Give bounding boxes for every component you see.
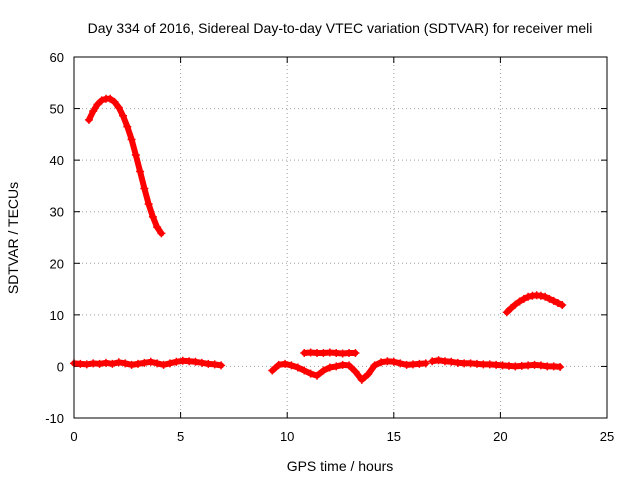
- x-tick-label: 15: [387, 429, 401, 444]
- data-point: [370, 361, 379, 370]
- data-point: [133, 359, 142, 368]
- data-point: [146, 357, 155, 366]
- data-point: [428, 357, 437, 366]
- chart-title: Day 334 of 2016, Sidereal Day-to-day VTE…: [88, 20, 593, 36]
- data-point: [447, 357, 456, 366]
- data-point: [191, 357, 200, 366]
- y-tick-label: 20: [50, 256, 64, 271]
- data-point: [157, 229, 166, 238]
- x-tick-label: 10: [280, 429, 294, 444]
- data-point: [114, 103, 123, 112]
- data-point: [274, 360, 283, 369]
- label-layer: 0 5 10 15 20 25 -10 0 10 20 30 40 50 60: [45, 50, 614, 444]
- data-point: [197, 358, 206, 367]
- data-point: [106, 94, 115, 103]
- data-point: [165, 359, 174, 368]
- data-point: [93, 100, 102, 109]
- data-point: [313, 371, 322, 380]
- data-point: [536, 361, 545, 370]
- data-point: [84, 115, 93, 124]
- y-tick-label: -10: [45, 411, 64, 426]
- data-point: [123, 122, 132, 131]
- data-point: [519, 294, 528, 303]
- data-point: [136, 167, 145, 176]
- data-point: [502, 308, 511, 317]
- data-point: [217, 361, 226, 370]
- data-point: [421, 359, 430, 368]
- data-point: [345, 361, 354, 370]
- data-point: [541, 292, 550, 301]
- y-tick-label: 40: [50, 153, 64, 168]
- data-point: [153, 223, 162, 232]
- data-point: [131, 150, 140, 159]
- data-point: [172, 357, 181, 366]
- data-point: [507, 304, 516, 313]
- data-point: [556, 362, 565, 371]
- data-point: [95, 359, 104, 368]
- data-point: [148, 212, 157, 221]
- data-point: [140, 358, 149, 367]
- x-tick-label: 25: [600, 429, 614, 444]
- y-axis-label: SDTVAR / TECUs: [5, 182, 21, 294]
- data-point: [434, 356, 443, 365]
- data-point: [396, 359, 405, 368]
- data-point: [377, 358, 386, 367]
- data-point: [97, 96, 106, 105]
- data-point: [351, 349, 360, 358]
- data-point: [306, 369, 315, 378]
- data-point: [524, 292, 533, 301]
- data-point: [281, 359, 290, 368]
- data-point: [332, 362, 341, 371]
- data-point: [351, 367, 360, 376]
- x-tick-label: 20: [493, 429, 507, 444]
- data-point: [549, 296, 558, 305]
- x-axis-label: GPS time / hours: [287, 458, 394, 474]
- data-point: [325, 363, 334, 372]
- data-point: [389, 357, 398, 366]
- data-point: [121, 359, 130, 368]
- data-point: [319, 366, 328, 375]
- data-point: [110, 97, 119, 106]
- plot-frame: [73, 56, 608, 419]
- data-point: [364, 370, 373, 379]
- data-point: [108, 359, 117, 368]
- data-point: [210, 360, 219, 369]
- data-point: [82, 360, 91, 369]
- data-point: [300, 366, 309, 375]
- data-point: [127, 135, 136, 144]
- data-point: [119, 111, 128, 120]
- data-point: [144, 199, 153, 208]
- data-point: [357, 375, 366, 384]
- data-point: [127, 360, 136, 369]
- data-point: [101, 358, 110, 367]
- data-point: [553, 298, 562, 307]
- data-point: [293, 363, 302, 372]
- data-point: [545, 294, 554, 303]
- data-point: [153, 359, 162, 368]
- y-tick-label: 10: [50, 308, 64, 323]
- x-tick-label: 5: [177, 429, 184, 444]
- data-point: [159, 360, 168, 369]
- data-point: [140, 184, 149, 193]
- data-point: [268, 366, 277, 375]
- data-point: [287, 361, 296, 370]
- y-tick-label: 60: [50, 50, 64, 65]
- y-tick-label: 30: [50, 205, 64, 220]
- y-tick-label: 0: [57, 359, 64, 374]
- data-layer: [70, 94, 567, 384]
- y-tick-label: 50: [50, 102, 64, 117]
- data-point: [558, 301, 567, 310]
- data-point: [511, 300, 520, 309]
- data-point: [515, 297, 524, 306]
- data-point: [114, 358, 123, 367]
- data-point: [536, 291, 545, 300]
- x-tick-label: 0: [70, 429, 77, 444]
- data-point: [89, 107, 98, 116]
